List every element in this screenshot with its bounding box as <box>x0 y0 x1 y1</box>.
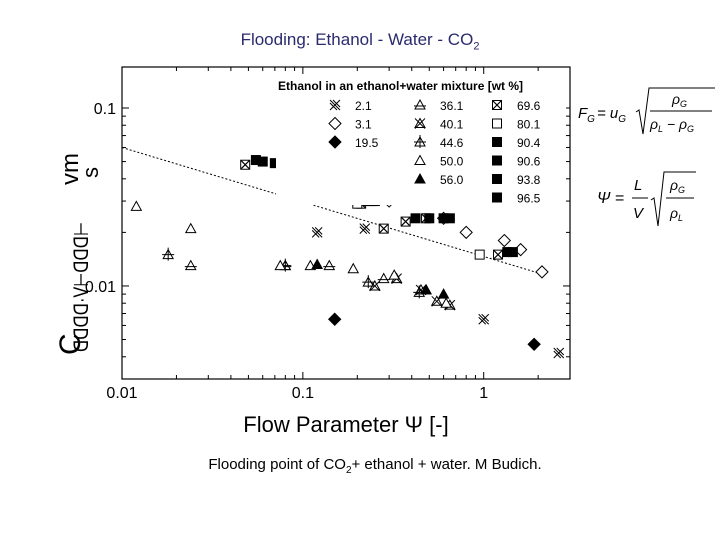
legend-label-56.0: 56.0 <box>440 173 464 187</box>
svg-text:ρG: ρG <box>671 91 687 109</box>
data-point-96.5 <box>250 155 261 166</box>
legend-label-80.1: 80.1 <box>517 118 541 132</box>
legend-label-90.6: 90.6 <box>517 155 541 169</box>
data-point-50.0 <box>274 259 287 271</box>
data-point-56.0 <box>420 283 432 295</box>
legend-marker-96.5 <box>492 192 502 203</box>
legend-label-96.5: 96.5 <box>517 192 541 206</box>
data-point-96.5 <box>444 213 455 224</box>
svg-text:Ψ =: Ψ = <box>597 190 624 207</box>
y-axis-label-garbled-units: vm <box>57 153 84 185</box>
legend-marker-40.1 <box>414 117 426 129</box>
data-point-50.0 <box>388 269 401 280</box>
svg-text:ρL − ρG: ρL − ρG <box>649 116 694 134</box>
legend-marker-36.1 <box>414 98 426 110</box>
data-point-2.1 <box>359 223 371 234</box>
legend-marker-69.6 <box>492 100 502 110</box>
x-tick-label: 1 <box>479 385 488 402</box>
data-point-96.5 <box>507 247 518 258</box>
data-point-19.5 <box>327 312 342 326</box>
data-point-3.1 <box>497 233 512 248</box>
svg-text:ρG: ρG <box>669 177 685 195</box>
data-point-69.6 <box>378 223 389 234</box>
legend-marker-80.1 <box>492 118 502 129</box>
legend-marker-44.6 <box>414 135 426 148</box>
legend-marker-3.1 <box>328 116 342 131</box>
y-axis-label-garbled-glyphs: ᗡᗡᗡᗡ·ᐯ⊢ᗡᗡᗡ⊢ <box>71 222 93 352</box>
legend-label-44.6: 44.6 <box>440 136 464 150</box>
data-point-2.1 <box>478 313 490 325</box>
legend-title: Ethanol in an ethanol+water mixture [wt … <box>278 79 523 93</box>
legend-marker-56.0 <box>414 172 426 184</box>
data-point-93.8 <box>410 213 421 224</box>
data-point-50.0 <box>184 222 197 234</box>
legend-label-19.5: 19.5 <box>355 136 379 150</box>
equation-psi: Ψ = L V ρG ρL <box>597 171 696 227</box>
data-point-44.6 <box>362 275 375 289</box>
legend-label-50.0: 50.0 <box>440 155 464 169</box>
y-axis-label-garbled-s: s <box>78 167 103 178</box>
x-axis-label: Flow Parameter Ψ [-] <box>243 412 448 437</box>
data-point-50.0 <box>347 262 360 274</box>
data-point-69.6 <box>400 216 411 227</box>
legend-marker-90.6 <box>492 155 502 166</box>
x-tick-label: 0.1 <box>292 385 314 402</box>
legend-label-2.1: 2.1 <box>355 99 372 113</box>
legend-label-36.1: 36.1 <box>440 99 464 113</box>
data-point-90.4 <box>424 213 435 224</box>
legend-label-40.1: 40.1 <box>440 118 464 132</box>
x-tick-label: 0.01 <box>106 385 137 402</box>
legend-label-90.4: 90.4 <box>517 136 541 150</box>
data-point-44.6 <box>162 247 175 261</box>
svg-text:L: L <box>634 177 642 194</box>
data-point-36.1 <box>184 259 197 271</box>
data-point-36.1 <box>377 272 390 284</box>
data-point-36.1 <box>323 259 336 271</box>
data-point-3.1 <box>535 265 549 279</box>
data-point-56.0 <box>311 258 324 269</box>
legend-marker-50.0 <box>414 154 426 165</box>
data-point-2.1 <box>311 227 323 238</box>
data-point-50.0 <box>440 297 453 308</box>
data-point-69.6 <box>240 159 251 170</box>
data-point-19.5 <box>527 337 541 352</box>
legend-label-69.6: 69.6 <box>517 99 541 113</box>
legend-marker-93.8 <box>492 174 502 184</box>
legend-marker-2.1 <box>329 99 341 111</box>
y-tick-label: 0.01 <box>85 279 116 296</box>
data-point-80.1 <box>474 249 485 260</box>
equation-fg: FG = uG ρG ρL − ρG <box>578 87 715 135</box>
figure-caption: Flooding point of CO2+ ethanol + water. … <box>208 456 542 476</box>
legend-marker-19.5 <box>328 135 342 149</box>
data-point-3.1 <box>459 225 473 240</box>
data-point-2.1 <box>553 347 565 359</box>
data-point-50.0 <box>130 200 143 211</box>
svg-text:V: V <box>633 205 645 222</box>
legend-marker-90.4 <box>492 137 502 147</box>
legend-label-93.8: 93.8 <box>517 173 541 187</box>
svg-text:FG= uG: FG = uG <box>578 105 626 125</box>
slide-title: Flooding: Ethanol - Water - CO2 <box>240 30 480 53</box>
y-axis-label: C <box>54 333 87 355</box>
data-point-56.0 <box>437 288 450 299</box>
legend-label-3.1: 3.1 <box>355 118 372 132</box>
y-tick-label: 0.1 <box>94 101 116 118</box>
data-point-69.6 <box>493 249 504 260</box>
svg-text:ρL: ρL <box>669 205 683 223</box>
